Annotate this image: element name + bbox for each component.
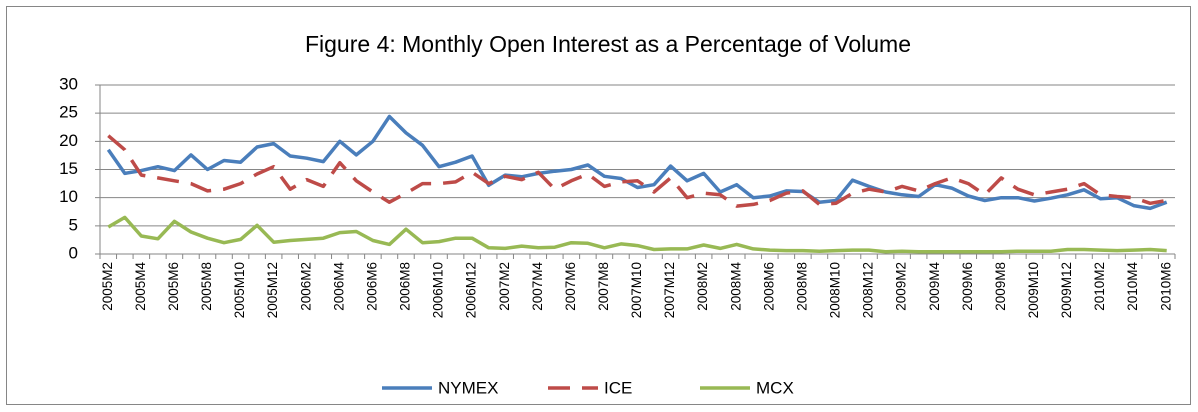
x-tick-label: 2006M4	[331, 262, 346, 311]
x-tick-label: 2006M10	[431, 262, 446, 318]
x-tick-label: 2008M12	[861, 262, 876, 318]
data-line	[107, 215, 1167, 254]
x-tick-label: 2010M6	[1158, 262, 1173, 311]
x-tick-label: 2008M6	[761, 262, 776, 311]
chart-border	[6, 6, 1191, 405]
x-tick-label: 2009M12	[1059, 262, 1074, 318]
x-tick-label: 2008M4	[728, 262, 743, 311]
chart-title: Figure 4: Monthly Open Interest as a Per…	[305, 31, 911, 57]
x-tick-label: 2007M2	[497, 262, 512, 311]
x-tick-label: 2009M6	[960, 262, 975, 311]
x-tick-label: 2010M4	[1125, 262, 1140, 311]
y-tick-label: 15	[59, 159, 78, 178]
x-tick-label: 2006M12	[464, 262, 479, 318]
legend-label: ICE	[604, 378, 632, 397]
x-tick-label: 2008M10	[828, 262, 843, 318]
x-tick-label: 2007M12	[662, 262, 677, 318]
data-line	[107, 134, 1167, 208]
y-tick-label: 30	[59, 74, 78, 93]
x-tick-label: 2005M8	[199, 262, 214, 311]
x-tick-label: 2006M2	[298, 262, 313, 311]
x-tick-label: 2007M4	[530, 262, 545, 311]
x-tick-label: 2005M4	[133, 262, 148, 311]
y-tick-label: 25	[59, 103, 78, 122]
legend-label: MCX	[756, 378, 794, 397]
x-tick-label: 2005M10	[232, 262, 247, 318]
x-tick-label: 2007M8	[596, 262, 611, 311]
x-tick-label: 2008M2	[695, 262, 710, 311]
x-tick-label: 2005M6	[166, 262, 181, 311]
data-line	[106, 114, 1168, 211]
x-tick-label: 2005M12	[265, 262, 280, 318]
legend-label: NYMEX	[438, 378, 498, 397]
x-tick-label: 2007M10	[629, 262, 644, 318]
y-tick-label: 20	[59, 131, 78, 150]
y-tick-label: 0	[69, 243, 78, 262]
y-tick-label: 5	[69, 215, 78, 234]
x-tick-label: 2005M2	[100, 262, 115, 311]
x-tick-label: 2007M6	[563, 262, 578, 311]
x-tick-label: 2009M2	[894, 262, 909, 311]
x-tick-label: 2006M8	[398, 262, 413, 311]
x-tick-label: 2009M8	[993, 262, 1008, 311]
x-tick-label: 2009M10	[1026, 262, 1041, 318]
x-tick-label: 2006M6	[364, 262, 379, 311]
x-tick-label: 2009M4	[927, 262, 942, 311]
x-tick-label: 2010M2	[1092, 262, 1107, 311]
y-tick-label: 10	[59, 187, 78, 206]
x-tick-label: 2008M8	[794, 262, 809, 311]
